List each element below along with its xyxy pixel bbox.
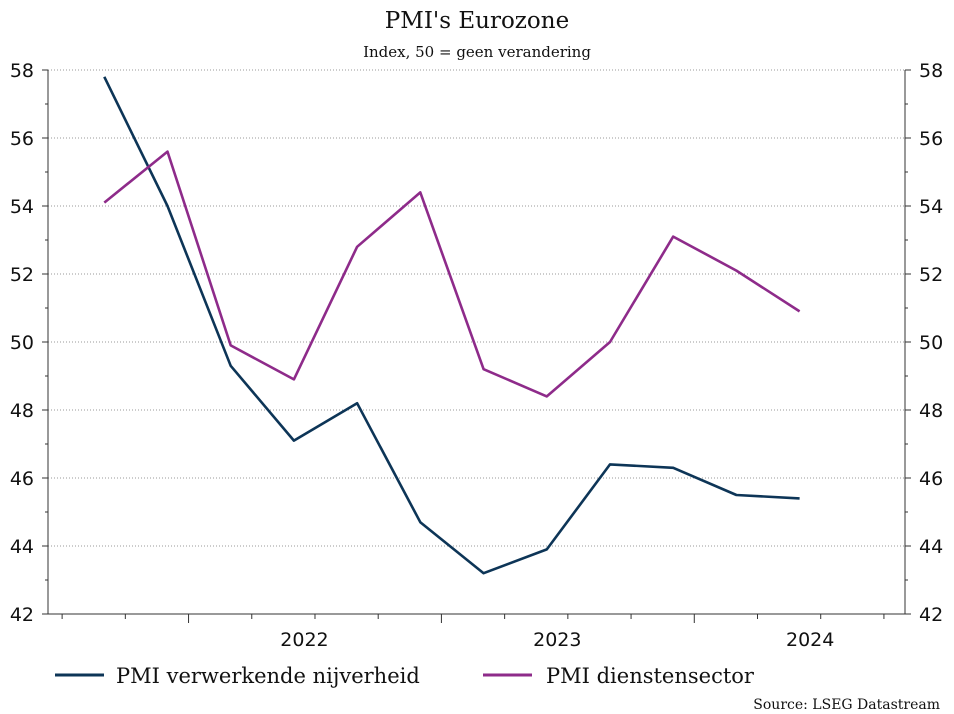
x-tick-year: 2024: [786, 629, 834, 651]
y-tick-right: 52: [919, 264, 943, 286]
y-tick-right: 44: [919, 536, 943, 558]
chart-title: PMI's Eurozone: [385, 8, 569, 34]
series-line-services: [103, 150, 801, 398]
x-axis-ticks: 2022 2023 2024: [280, 629, 834, 651]
y-tick-left: 42: [10, 604, 34, 626]
y-axis-left-ticks: 42 44 46 48 50 52 54 56 58: [10, 60, 34, 626]
y-tick-right: 48: [919, 400, 943, 422]
y-tick-right: 58: [919, 60, 943, 82]
y-tick-left: 54: [10, 196, 34, 218]
y-tick-right: 46: [919, 468, 943, 490]
grid-lines: [48, 69, 905, 547]
y-tick-left: 56: [10, 128, 34, 150]
y-tick-left: 58: [10, 60, 34, 82]
chart-subtitle: Index, 50 = geen verandering: [363, 43, 591, 61]
x-tick-year: 2022: [280, 629, 328, 651]
legend: PMI verwerkende nijverheid PMI dienstens…: [55, 664, 755, 688]
y-tick-left: 46: [10, 468, 34, 490]
y-tick-left: 48: [10, 400, 34, 422]
y-tick-left: 44: [10, 536, 34, 558]
y-tick-right: 42: [919, 604, 943, 626]
y-tick-right: 56: [919, 128, 943, 150]
source-note: Source: LSEG Datastream: [753, 697, 940, 713]
legend-label-manufacturing: PMI verwerkende nijverheid: [116, 664, 420, 688]
x-tick-year: 2023: [533, 629, 581, 651]
series-lines: [103, 76, 801, 575]
y-axis-right-ticks: 42 44 46 48 50 52 54 56 58: [919, 60, 943, 626]
y-tick-right: 50: [919, 332, 943, 354]
y-tick-left: 52: [10, 264, 34, 286]
axes: [42, 69, 911, 623]
legend-label-services: PMI dienstensector: [546, 664, 755, 688]
y-tick-right: 54: [919, 196, 943, 218]
series-line-manufacturing: [103, 76, 800, 575]
y-tick-left: 50: [10, 332, 34, 354]
